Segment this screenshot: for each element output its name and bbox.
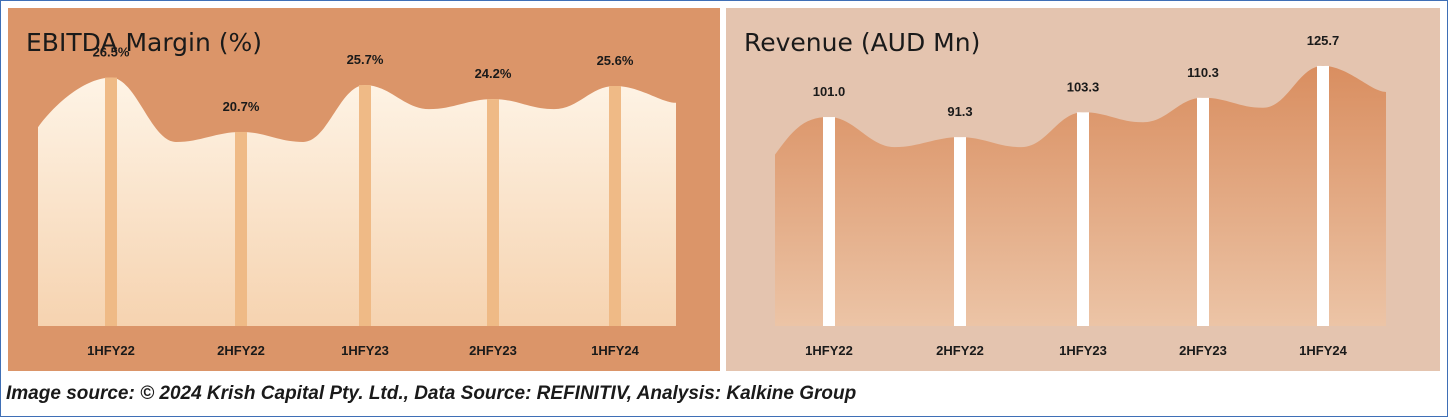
data-label: 24.2% (475, 66, 512, 81)
data-label: 26.5% (93, 45, 130, 60)
revenue-panel: Revenue (AUD Mn) 101.0 1HFY22 91.3 2HFY22 10… (726, 8, 1440, 371)
chart-title: Revenue (AUD Mn) (744, 28, 981, 57)
ebitda-margin-panel: EBITDA Margin (%) 26.5% 1HFY22 20.7% 2HFY22… (8, 8, 720, 371)
bar-1HFY24 (609, 86, 621, 326)
category-label: 2HFY23 (469, 343, 517, 358)
data-label: 103.3 (1067, 79, 1100, 94)
category-label: 1HFY22 (805, 343, 853, 358)
data-label: 125.7 (1307, 33, 1340, 48)
bar-1HFY23 (359, 85, 371, 326)
data-label: 91.3 (947, 104, 972, 119)
bar-1HFY23 (1077, 112, 1089, 326)
data-label: 25.6% (597, 53, 634, 68)
category-label: 1HFY22 (87, 343, 135, 358)
category-label: 1HFY23 (1059, 343, 1107, 358)
data-label: 101.0 (813, 84, 846, 99)
bar-2HFY22 (235, 131, 247, 326)
bar-2HFY22 (954, 137, 966, 326)
data-label: 110.3 (1187, 65, 1219, 80)
data-label: 25.7% (347, 52, 384, 67)
bar-2HFY23 (1197, 97, 1209, 326)
category-label: 1HFY23 (341, 343, 389, 358)
category-label: 2HFY22 (936, 343, 984, 358)
bar-1HFY22 (105, 77, 117, 326)
revenue-chart: 101.0 1HFY22 91.3 2HFY22 103.3 1HFY23 110.3 2HF… (775, 33, 1386, 358)
ebitda-margin-chart: 26.5% 1HFY22 20.7% 2HFY22 25.7% 1HFY23 24.2% 2H… (38, 45, 676, 358)
category-label: 2HFY22 (217, 343, 265, 358)
bar-2HFY23 (487, 99, 499, 326)
category-label: 1HFY24 (591, 343, 639, 358)
bar-1HFY22 (823, 117, 835, 326)
area-series (38, 77, 676, 326)
bar-1HFY24 (1317, 65, 1329, 326)
category-label: 1HFY24 (1299, 343, 1347, 358)
category-label: 2HFY23 (1179, 343, 1227, 358)
data-label: 20.7% (223, 99, 260, 114)
image-source-note: Image source: © 2024 Krish Capital Pty. … (6, 383, 857, 404)
chart-title: EBITDA Margin (%) (26, 28, 263, 57)
